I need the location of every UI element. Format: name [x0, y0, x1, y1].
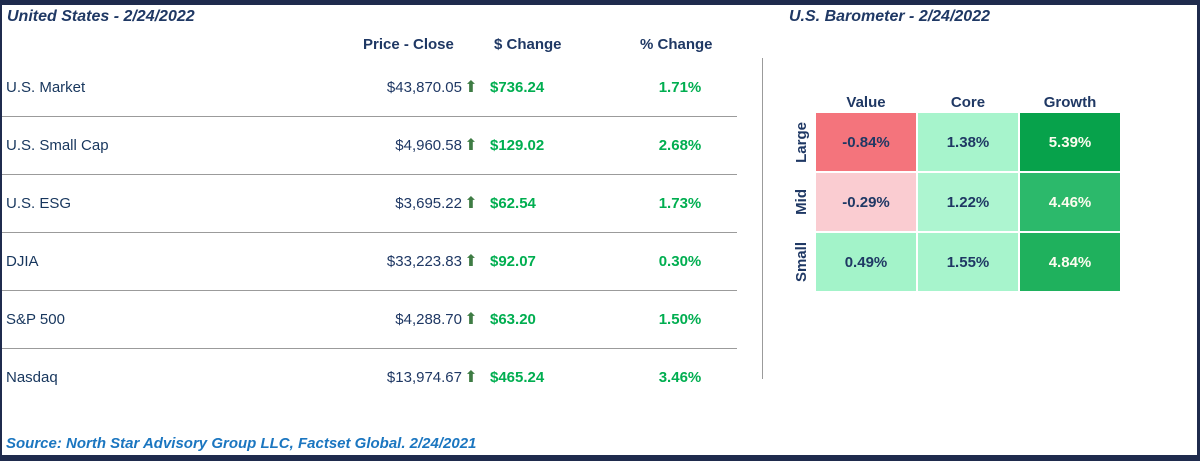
- dollar-change: $465.24: [490, 369, 545, 386]
- column-header-dollar-change: $ Change: [494, 36, 562, 53]
- heatmap-column-header: Core: [950, 94, 986, 111]
- price-value: $3,695.22: [395, 195, 462, 212]
- up-arrow-icon: ⬆: [464, 253, 478, 270]
- heatmap-cell: 1.22%: [918, 173, 1018, 231]
- heatmap-cell: 0.49%: [816, 233, 916, 291]
- table-column-headers: Price - Close $ Change % Change: [2, 36, 762, 56]
- heatmap-cell: -0.29%: [816, 173, 916, 231]
- percent-change: 1.50%: [658, 311, 702, 328]
- heatmap-cell: 1.55%: [918, 233, 1018, 291]
- dollar-change: $63.20: [490, 311, 536, 328]
- heatmap-cell: 4.46%: [1020, 173, 1120, 231]
- heatmap-corner: [788, 91, 814, 111]
- up-arrow-icon: ⬆: [464, 79, 478, 96]
- up-arrow-icon: ⬆: [464, 311, 478, 328]
- price-value: $4,288.70: [395, 311, 462, 328]
- heatmap-cell: 1.38%: [918, 113, 1018, 171]
- dollar-change: $736.24: [490, 79, 545, 96]
- row-label: U.S. Small Cap: [6, 137, 109, 154]
- row-label: DJIA: [6, 253, 39, 270]
- percent-change: 1.73%: [658, 195, 702, 212]
- percent-change: 0.30%: [658, 253, 702, 270]
- panel-divider: [762, 58, 763, 379]
- table-row: U.S. Small Cap $4,960.58 ⬆ $129.02 2.68%: [2, 117, 737, 175]
- row-label: S&P 500: [6, 311, 65, 328]
- row-label: U.S. ESG: [6, 195, 72, 212]
- column-header-percent-change: % Change: [640, 36, 713, 53]
- dollar-change: $92.07: [490, 253, 536, 270]
- up-arrow-icon: ⬆: [464, 195, 478, 212]
- table-row: U.S. Market $43,870.05 ⬆ $736.24 1.71%: [2, 59, 737, 117]
- price-value: $13,974.67: [386, 369, 462, 386]
- up-arrow-icon: ⬆: [464, 137, 478, 154]
- dollar-change: $62.54: [490, 195, 536, 212]
- source-note: Source: North Star Advisory Group LLC, F…: [6, 435, 477, 452]
- percent-change: 2.68%: [658, 137, 702, 154]
- heatmap-row-label: Small: [792, 241, 810, 283]
- index-table: U.S. Market $43,870.05 ⬆ $736.24 1.71% U…: [2, 59, 737, 407]
- percent-change: 3.46%: [658, 369, 702, 386]
- table-row: Nasdaq $13,974.67 ⬆ $465.24 3.46%: [2, 349, 737, 407]
- heatmap-column-header: Growth: [1043, 94, 1097, 111]
- price-value: $43,870.05: [386, 79, 462, 96]
- heatmap-column-header: Value: [846, 94, 886, 111]
- table-row: U.S. ESG $3,695.22 ⬆ $62.54 1.73%: [2, 175, 737, 233]
- price-value: $4,960.58: [395, 137, 462, 154]
- row-label: Nasdaq: [6, 369, 58, 386]
- price-value: $33,223.83: [386, 253, 462, 270]
- column-header-price: Price - Close: [363, 36, 454, 53]
- table-row: S&P 500 $4,288.70 ⬆ $63.20 1.50%: [2, 291, 737, 349]
- heatmap-cell: -0.84%: [816, 113, 916, 171]
- heatmap-row-label: Mid: [792, 189, 810, 215]
- barometer-heatmap: Value Core Growth Large -0.84% 1.38% 5.3…: [788, 91, 1120, 291]
- heatmap-row-label: Large: [792, 121, 810, 163]
- table-row: DJIA $33,223.83 ⬆ $92.07 0.30%: [2, 233, 737, 291]
- barometer-title: U.S. Barometer - 2/24/2022: [789, 8, 990, 25]
- dollar-change: $129.02: [490, 137, 545, 154]
- percent-change: 1.71%: [658, 79, 702, 96]
- us-table-title: United States - 2/24/2022: [7, 8, 195, 25]
- heatmap-cell: 5.39%: [1020, 113, 1120, 171]
- heatmap-cell: 4.84%: [1020, 233, 1120, 291]
- up-arrow-icon: ⬆: [464, 369, 478, 386]
- row-label: U.S. Market: [6, 79, 86, 96]
